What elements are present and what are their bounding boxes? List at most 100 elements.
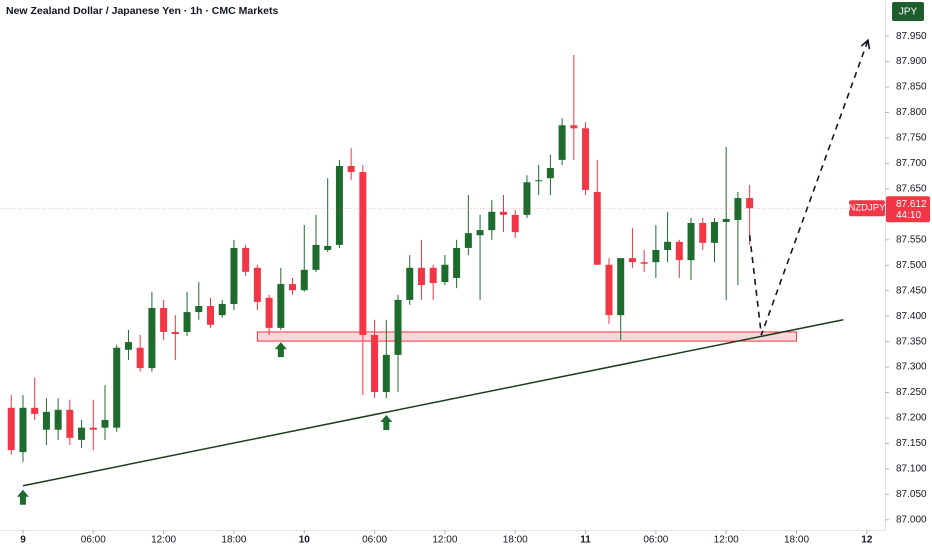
candle-body — [546, 168, 554, 179]
candle-body — [113, 347, 121, 428]
candle-body — [101, 420, 109, 428]
y-tick-label: 87.650 — [896, 184, 927, 195]
candle-body — [500, 211, 508, 215]
x-tick-label: 06:00 — [643, 535, 668, 546]
symbol-badge — [849, 200, 885, 217]
trendline — [22, 318, 844, 487]
up-arrow-marker — [274, 342, 287, 358]
candle-body — [394, 299, 402, 355]
y-tick-label: 87.350 — [896, 336, 927, 347]
candle-body — [89, 427, 97, 430]
candle-body — [230, 247, 238, 304]
last-price-label: 87.612 — [896, 199, 927, 210]
candle-body — [476, 230, 484, 236]
y-tick-label: 87.150 — [896, 438, 927, 449]
candle-body — [441, 264, 449, 283]
candle-body — [429, 267, 437, 284]
candle-body — [148, 308, 156, 369]
candle-body — [593, 191, 601, 265]
y-tick-label: 87.500 — [896, 260, 927, 271]
candle-body — [382, 354, 390, 393]
symbol-label: NZDJPY — [849, 203, 887, 214]
price-badge — [886, 196, 930, 223]
y-tick-label: 87.900 — [896, 56, 927, 67]
candle-body — [734, 198, 742, 220]
candle-body — [464, 233, 472, 248]
candle-body — [406, 267, 414, 300]
support-zone — [256, 331, 798, 342]
candle-body — [183, 312, 191, 332]
x-tick-label: 9 — [20, 535, 26, 546]
candle-body — [253, 267, 261, 302]
candle-body — [617, 258, 625, 316]
candle-body — [710, 221, 718, 243]
candle-body — [675, 241, 683, 261]
candle-body — [722, 218, 730, 222]
currency-button[interactable] — [892, 2, 924, 21]
candle-body — [218, 303, 226, 316]
x-tick-label: 12:00 — [151, 535, 176, 546]
y-tick-label: 87.250 — [896, 387, 927, 398]
y-tick-label: 87.800 — [896, 107, 927, 118]
candle-body — [652, 249, 660, 263]
candle-body — [535, 180, 543, 182]
x-tick-label: 18:00 — [221, 535, 246, 546]
candle-body — [195, 305, 203, 313]
candle-body — [54, 409, 62, 430]
candle-body — [359, 172, 367, 336]
candle-body — [78, 427, 86, 440]
candle-body — [160, 308, 168, 332]
projection-path — [748, 39, 869, 336]
x-tick-label: 10 — [299, 535, 311, 546]
up-arrow-marker — [16, 489, 29, 505]
x-tick-label: 06:00 — [362, 535, 387, 546]
y-tick-label: 87.200 — [896, 413, 927, 424]
candle-body — [312, 244, 320, 270]
x-tick-label: 06:00 — [81, 535, 106, 546]
candle-body — [488, 211, 496, 231]
candle-body — [605, 264, 613, 316]
candle-body — [687, 222, 695, 261]
x-tick-label: 12:00 — [432, 535, 457, 546]
candle-body — [66, 409, 74, 438]
candle-body — [371, 335, 379, 393]
y-tick-label: 87.450 — [896, 285, 927, 296]
countdown-label: 44:10 — [896, 210, 921, 221]
candle-body — [558, 125, 566, 160]
y-tick-label: 87.750 — [896, 133, 927, 144]
candle-body — [347, 165, 355, 173]
candle-body — [289, 284, 297, 291]
y-tick-label: 87.950 — [896, 31, 927, 42]
chart-title: New Zealand Dollar / Japanese Yen · 1h ·… — [6, 5, 278, 17]
candle-body — [453, 247, 461, 278]
y-tick-label: 87.550 — [896, 234, 927, 245]
candle-body — [171, 331, 179, 334]
candle-body — [42, 411, 50, 430]
candle-body — [324, 245, 332, 250]
x-tick-label: 18:00 — [503, 535, 528, 546]
candle-body — [335, 165, 343, 245]
candle-body — [7, 407, 15, 451]
x-tick-label: 12 — [861, 535, 873, 546]
up-arrow-marker — [380, 414, 393, 430]
candle-body — [511, 214, 519, 233]
candle-body — [277, 284, 285, 328]
y-tick-label: 87.300 — [896, 362, 927, 373]
candle-body — [582, 128, 590, 190]
currency-label[interactable]: JPY — [899, 7, 918, 18]
x-tick-label: 12:00 — [714, 535, 739, 546]
candle-body — [136, 347, 144, 369]
y-tick-label: 87.050 — [896, 489, 927, 500]
y-tick-label: 87.000 — [896, 514, 927, 525]
y-tick-label: 87.400 — [896, 311, 927, 322]
candle-body — [265, 297, 273, 328]
x-tick-label: 11 — [580, 535, 591, 546]
x-tick-label: 18:00 — [784, 535, 809, 546]
projection-arrowhead — [860, 38, 871, 50]
candle-body — [300, 269, 308, 291]
candle-body — [19, 407, 27, 453]
candle-body — [746, 198, 754, 209]
candle-body — [699, 222, 707, 243]
